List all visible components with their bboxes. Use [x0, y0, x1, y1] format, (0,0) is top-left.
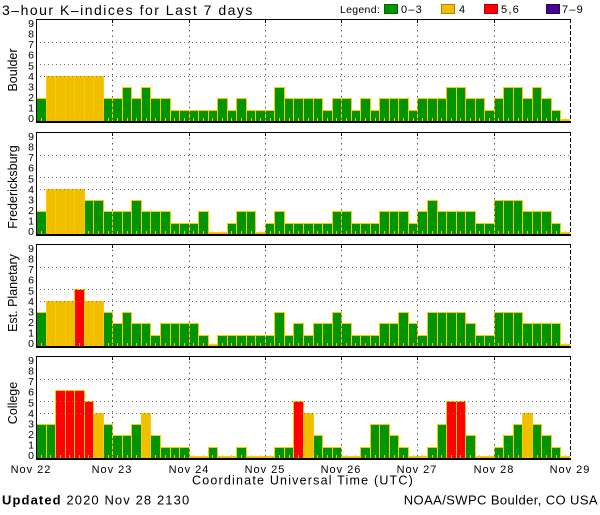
- svg-text:9: 9: [28, 18, 34, 30]
- svg-text:5: 5: [28, 397, 34, 409]
- svg-text:8: 8: [28, 254, 34, 266]
- svg-text:Nov 29: Nov 29: [550, 464, 591, 476]
- svg-text:4: 4: [28, 408, 34, 420]
- svg-text:Coordinate Universal Time (UTC: Coordinate Universal Time (UTC): [192, 474, 414, 488]
- svg-text:9: 9: [28, 243, 34, 255]
- svg-text:College: College: [6, 382, 20, 424]
- svg-text:Nov 27: Nov 27: [397, 464, 438, 476]
- svg-text:7: 7: [28, 39, 34, 51]
- svg-text:0: 0: [28, 450, 34, 462]
- svg-text:0–3: 0–3: [401, 4, 423, 16]
- svg-text:3: 3: [28, 81, 34, 93]
- svg-text:5: 5: [28, 285, 34, 297]
- svg-text:5: 5: [28, 173, 34, 185]
- svg-text:4: 4: [28, 184, 34, 196]
- svg-text:Nov 23: Nov 23: [92, 464, 133, 476]
- svg-text:7–9: 7–9: [562, 4, 584, 16]
- svg-text:0: 0: [28, 338, 34, 350]
- svg-text:0: 0: [28, 226, 34, 238]
- svg-text:1: 1: [28, 102, 34, 114]
- svg-text:3: 3: [28, 306, 34, 318]
- svg-text:2: 2: [28, 429, 34, 441]
- svg-text:3: 3: [28, 418, 34, 430]
- svg-text:9: 9: [28, 131, 34, 143]
- svg-text:6: 6: [28, 387, 34, 399]
- svg-text:3–hour K–indices for Last 7 da: 3–hour K–indices for Last 7 days: [2, 2, 254, 18]
- svg-text:Est. Planetary: Est. Planetary: [6, 253, 20, 332]
- svg-text:5,6: 5,6: [501, 4, 520, 16]
- svg-text:Updated 2020 Nov 28 2130: Updated 2020 Nov 28 2130: [2, 493, 190, 508]
- svg-text:Boulder: Boulder: [6, 48, 20, 91]
- svg-text:7: 7: [28, 376, 34, 388]
- svg-text:Legend:: Legend:: [340, 4, 380, 16]
- svg-text:2: 2: [28, 92, 34, 104]
- svg-text:8: 8: [28, 366, 34, 378]
- svg-text:4: 4: [28, 71, 34, 83]
- svg-text:3: 3: [28, 194, 34, 206]
- svg-text:Nov 24: Nov 24: [169, 464, 210, 476]
- svg-text:Fredericksburg: Fredericksburg: [6, 145, 20, 228]
- svg-text:1: 1: [28, 215, 34, 227]
- svg-text:6: 6: [28, 50, 34, 62]
- svg-text:Nov 22: Nov 22: [11, 464, 52, 476]
- svg-text:4: 4: [459, 4, 466, 16]
- svg-text:Nov 25: Nov 25: [245, 464, 286, 476]
- svg-text:0: 0: [28, 113, 34, 125]
- svg-text:4: 4: [28, 296, 34, 308]
- svg-text:6: 6: [28, 163, 34, 175]
- svg-text:8: 8: [28, 142, 34, 154]
- svg-text:Nov 26: Nov 26: [321, 464, 362, 476]
- svg-text:2: 2: [28, 317, 34, 329]
- svg-text:7: 7: [28, 152, 34, 164]
- svg-text:1: 1: [28, 327, 34, 339]
- svg-text:2: 2: [28, 205, 34, 217]
- svg-text:5: 5: [28, 60, 34, 72]
- svg-text:NOAA/SWPC Boulder, CO USA: NOAA/SWPC Boulder, CO USA: [404, 493, 598, 508]
- svg-text:Nov 28: Nov 28: [474, 464, 515, 476]
- svg-text:6: 6: [28, 275, 34, 287]
- svg-text:9: 9: [28, 355, 34, 367]
- svg-text:8: 8: [28, 29, 34, 41]
- svg-text:1: 1: [28, 439, 34, 451]
- svg-text:7: 7: [28, 264, 34, 276]
